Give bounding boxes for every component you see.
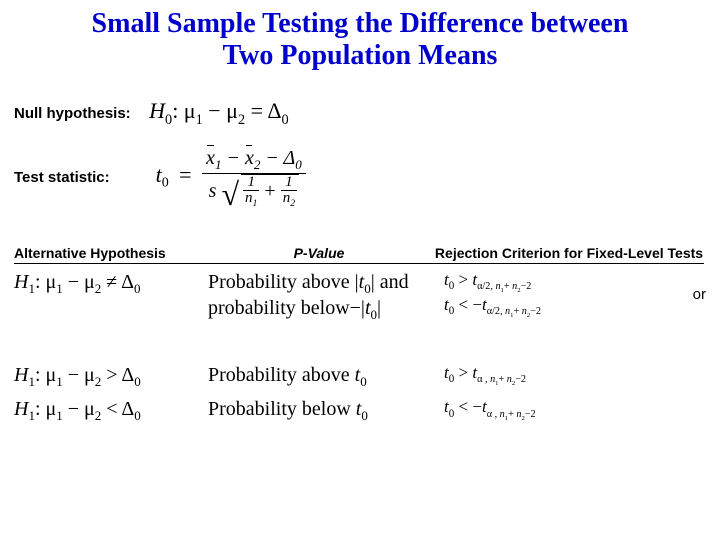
- header-rejection: Rejection Criterion for Fixed-Level Test…: [434, 245, 704, 264]
- table-row: t0 > tα/2, n1+ n2−2 or t0 < −tα/2, n1+ n…: [434, 268, 704, 337]
- spacer: [14, 341, 704, 357]
- test-statistic-label: Test statistic:: [14, 169, 110, 186]
- table-row: H1: μ1 − μ2 > Δ0: [14, 361, 204, 392]
- or-label: or: [693, 286, 706, 304]
- table-row: H1: μ1 − μ2 ≠ Δ0: [14, 268, 204, 337]
- table-row: Probability below t0: [204, 395, 434, 438]
- null-label: Null hypothesis:: [14, 105, 131, 122]
- table-row: Probability above t0: [204, 361, 434, 392]
- title-line-2: Two Population Means: [223, 40, 498, 71]
- title-line-1: Small Sample Testing the Difference betw…: [92, 8, 629, 39]
- table-row: Probability above |t0| andprobability be…: [204, 268, 434, 337]
- table-row: t0 > tα , n1+ n2−2: [434, 361, 704, 392]
- slide-title: Small Sample Testing the Difference betw…: [14, 8, 706, 72]
- hypothesis-table: Alternative Hypothesis P-Value Rejection…: [14, 245, 706, 438]
- header-alternative: Alternative Hypothesis: [14, 245, 204, 264]
- table-row: t0 < −tα , n1+ n2−2: [434, 395, 704, 438]
- test-statistic-formula: t0 = x1 − x2 − Δ0 s √ 1n1 + 1n2: [156, 147, 306, 209]
- header-pvalue: P-Value: [204, 245, 434, 264]
- null-hypothesis-row: Null hypothesis: H0: μ1 − μ2 = Δ0: [14, 98, 706, 128]
- table-row: H1: μ1 − μ2 < Δ0: [14, 395, 204, 438]
- test-statistic-row: Test statistic: t0 = x1 − x2 − Δ0 s √ 1n…: [14, 147, 706, 209]
- null-hypothesis-formula: H0: μ1 − μ2 = Δ0: [149, 98, 288, 128]
